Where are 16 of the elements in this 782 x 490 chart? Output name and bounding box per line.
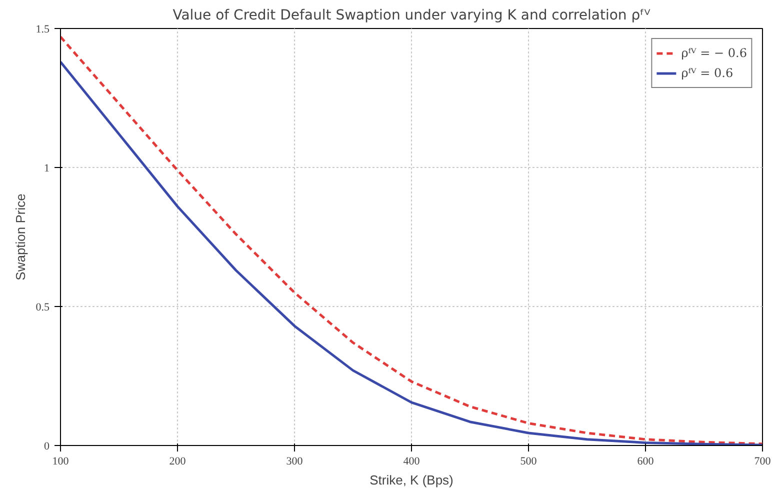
y-tick-label: 1.5 <box>36 24 50 36</box>
x-tick-label: 200 <box>169 456 186 468</box>
x-tick-label: 500 <box>520 456 538 468</box>
y-tick-label: 1 <box>44 162 50 174</box>
legend-label: ρᶠⱽ = − 0.6 <box>681 46 747 60</box>
x-axis-title: Strike, K (Bps) <box>370 472 454 488</box>
x-tick-label: 400 <box>403 456 420 468</box>
y-tick-label: 0.5 <box>36 302 50 314</box>
legend-label: ρᶠⱽ = 0.6 <box>681 66 734 80</box>
x-tick-label: 600 <box>637 456 654 468</box>
chart-title: Value of Credit Default Swaption under varying K and correlation ρᶠⱽ <box>172 8 650 24</box>
x-tick-label: 700 <box>754 456 772 468</box>
y-tick-label: 0 <box>44 440 50 452</box>
x-tick-label: 100 <box>52 456 70 468</box>
x-tick-label: 300 <box>286 456 304 468</box>
y-axis-title: Swaption Price <box>12 194 28 280</box>
